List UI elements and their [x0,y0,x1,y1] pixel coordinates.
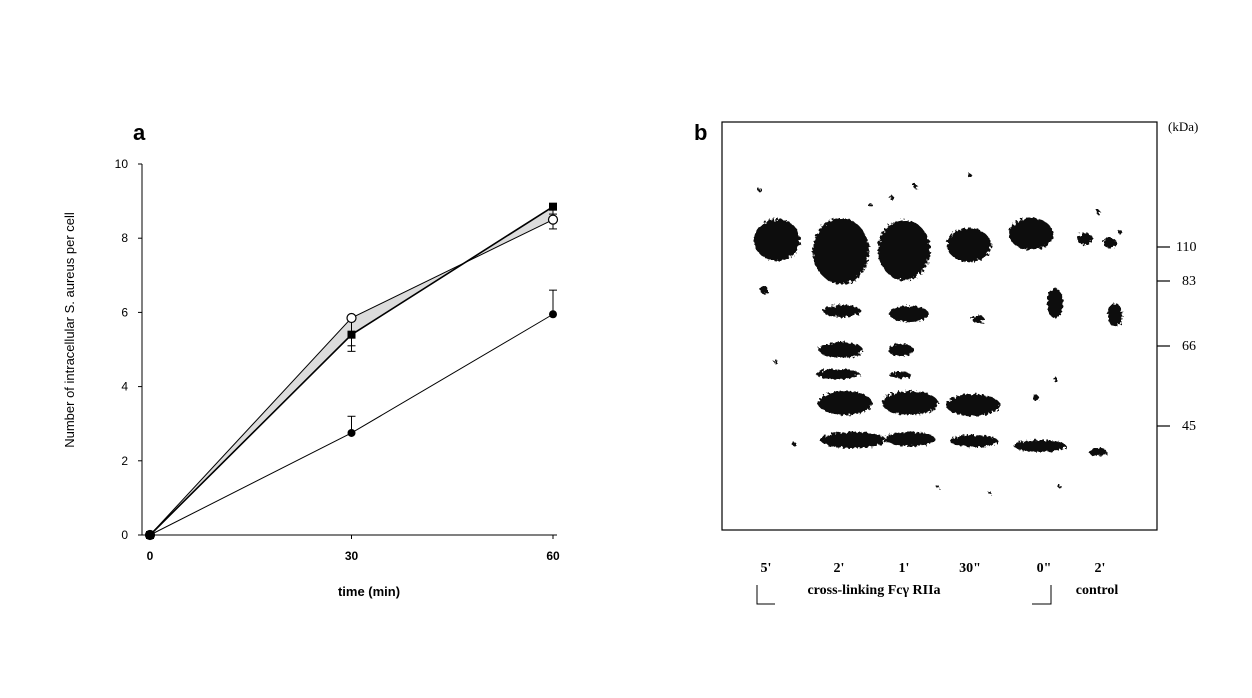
x-axis-label: time (min) [338,584,400,599]
band [754,219,800,261]
band [819,342,863,358]
x-tick-label: 60 [546,549,560,563]
lane-label: 2' [834,561,845,576]
control-label: control [1076,583,1119,598]
blot-frame [722,122,1157,530]
lane-label: 30" [959,561,981,576]
band [1077,233,1093,245]
marker-label: 66 [1182,339,1196,354]
band [1014,440,1066,452]
data-point [347,313,356,322]
band [946,394,1000,416]
band [885,432,935,446]
kda-label: (kDa) [1168,119,1198,134]
speckle [937,486,940,489]
band [813,218,869,284]
band [823,305,861,317]
marker-label: 83 [1182,274,1196,289]
speckle [1096,210,1100,214]
data-point [549,203,557,211]
speckle [913,184,917,188]
group-label: cross-linking Fcγ RIIa [807,583,940,598]
band [947,228,991,262]
band [816,369,860,379]
series [146,203,558,540]
lane-label: 0" [1037,561,1052,576]
band [818,391,872,415]
data-point [146,531,154,539]
panel-a-chart: 0 2 4 6 8 10 0 30 60 [115,157,560,563]
speckle [760,286,768,294]
y-tick-label: 4 [121,380,128,394]
speckle [792,442,796,446]
band [878,220,930,280]
band [882,391,938,415]
band [1089,448,1107,456]
group-bracket-left [757,585,775,604]
data-point [348,429,356,437]
data-point [348,331,356,339]
panel-b-letter: b [694,120,707,145]
band [1103,238,1117,248]
y-axis-label: Number of intracellular S. aureus per ce… [62,212,77,448]
x-tick-label: 30 [345,549,359,563]
y-tick-label: 10 [115,157,129,171]
y-tick-label: 8 [121,231,128,245]
speckle [1059,486,1062,489]
data-point [549,310,557,318]
band [889,372,911,378]
series-line [150,220,553,535]
speckle [1118,230,1122,234]
lane-label: 2' [1095,561,1106,576]
x-tick-label: 0 [147,549,154,563]
panel-a-letter: a [133,120,146,145]
speckle [1033,395,1039,401]
marker-label: 45 [1182,419,1196,434]
lane-label: 1' [899,561,910,576]
lane-labels: 5' 2' 1' 30" 0" 2' [761,561,1106,576]
speckle [758,188,762,192]
speckle [968,174,972,178]
band [888,344,914,356]
speckle [1054,378,1058,382]
speckle [774,360,778,364]
speckle [890,196,894,200]
band [1047,288,1063,318]
data-point [549,215,558,224]
band [1009,218,1053,250]
y-tick-label: 6 [121,305,128,319]
speckle [989,492,992,495]
group-bracket-right [1032,585,1051,604]
series-line [150,207,553,535]
band [889,306,929,322]
marker-label: 110 [1176,240,1196,255]
y-tick-label: 2 [121,454,128,468]
lane-label: 5' [761,561,772,576]
band [950,435,998,447]
mw-markers: 110 83 66 45 [1157,240,1196,434]
blot-image [754,174,1122,495]
band [820,432,886,448]
y-tick-label: 0 [121,528,128,542]
series-band [150,207,553,535]
band [1108,303,1122,327]
speckle [868,203,872,207]
band [972,315,984,323]
